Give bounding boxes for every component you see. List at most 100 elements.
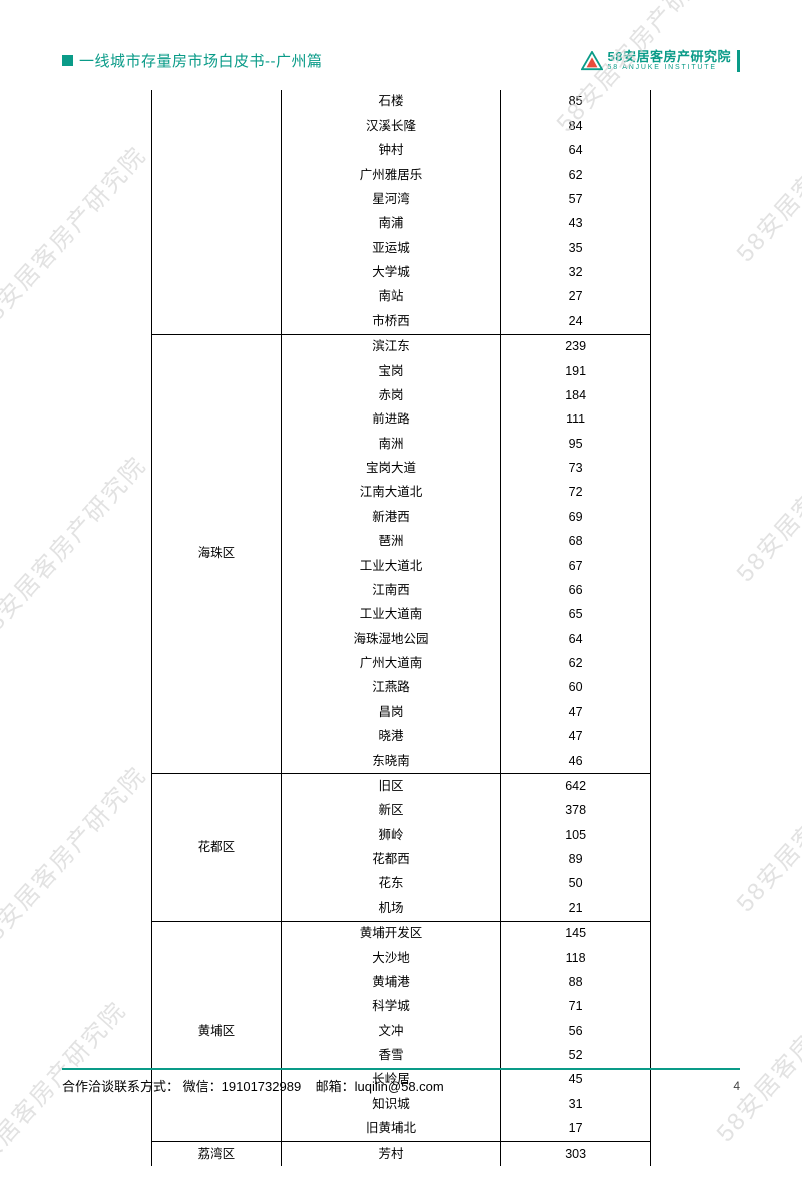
area-cell: 前进路 <box>281 408 501 432</box>
value-cell: 105 <box>501 823 651 847</box>
watermark-text: 58安居客房产研究院 <box>0 757 152 958</box>
value-cell: 64 <box>501 627 651 651</box>
email-value: luqilin@58.com <box>355 1079 444 1094</box>
value-cell: 184 <box>501 383 651 407</box>
page-footer: 合作洽谈联系方式： 微信：19101732989 邮箱：luqilin@58.c… <box>62 1068 740 1095</box>
value-cell: 24 <box>501 309 651 334</box>
footer-contact: 合作洽谈联系方式： 微信：19101732989 邮箱：luqilin@58.c… <box>62 1076 444 1095</box>
value-cell: 57 <box>501 187 651 211</box>
value-cell: 47 <box>501 725 651 749</box>
area-cell: 海珠湿地公园 <box>281 627 501 651</box>
area-cell: 星河湾 <box>281 187 501 211</box>
area-cell: 狮岭 <box>281 823 501 847</box>
table-row: 海珠区滨江东239 <box>152 334 651 359</box>
area-cell: 大学城 <box>281 261 501 285</box>
area-cell: 花东 <box>281 872 501 896</box>
area-cell: 市桥西 <box>281 309 501 334</box>
value-cell: 43 <box>501 212 651 236</box>
title-block: 一线城市存量房市场白皮书--广州篇 <box>62 50 323 71</box>
watermark-text: 58安居客房产研究院 <box>0 137 152 338</box>
value-cell: 239 <box>501 334 651 359</box>
value-cell: 52 <box>501 1044 651 1068</box>
area-cell: 南洲 <box>281 432 501 456</box>
logo-text-en: 58 ANJUKE INSTITUTE <box>608 64 731 72</box>
value-cell: 68 <box>501 530 651 554</box>
data-table: 石楼85汉溪长隆84钟村64广州雅居乐62星河湾57南浦43亚运城35大学城32… <box>151 90 651 1167</box>
area-cell: 江燕路 <box>281 676 501 700</box>
area-cell: 文冲 <box>281 1019 501 1043</box>
district-cell: 荔湾区 <box>152 1142 282 1167</box>
value-cell: 46 <box>501 749 651 774</box>
title-square-icon <box>62 55 73 66</box>
district-cell <box>152 90 282 334</box>
value-cell: 145 <box>501 921 651 946</box>
area-cell: 知识城 <box>281 1092 501 1116</box>
area-cell: 南浦 <box>281 212 501 236</box>
value-cell: 88 <box>501 970 651 994</box>
logo-text-cn: 58安居客房产研究院 <box>608 50 731 64</box>
watermark-text: 58安居客房产研究院 <box>706 947 802 1148</box>
area-cell: 江南大道北 <box>281 481 501 505</box>
value-cell: 303 <box>501 1142 651 1167</box>
value-cell: 50 <box>501 872 651 896</box>
watermark-text: 58安居客房产研究院 <box>726 67 802 268</box>
area-cell: 科学城 <box>281 995 501 1019</box>
district-cell: 海珠区 <box>152 334 282 774</box>
wechat-value: 19101732989 <box>222 1079 302 1094</box>
area-cell: 东晓南 <box>281 749 501 774</box>
value-cell: 95 <box>501 432 651 456</box>
area-cell: 新港西 <box>281 505 501 529</box>
value-cell: 67 <box>501 554 651 578</box>
value-cell: 60 <box>501 676 651 700</box>
area-cell: 广州雅居乐 <box>281 163 501 187</box>
area-cell: 机场 <box>281 896 501 921</box>
wechat-label: 微信： <box>183 1079 222 1094</box>
area-cell: 香雪 <box>281 1044 501 1068</box>
area-cell: 江南西 <box>281 578 501 602</box>
area-cell: 南站 <box>281 285 501 309</box>
area-cell: 芳村 <box>281 1142 501 1167</box>
area-cell: 花都西 <box>281 848 501 872</box>
value-cell: 47 <box>501 700 651 724</box>
value-cell: 27 <box>501 285 651 309</box>
logo-triangle-icon <box>581 51 603 71</box>
district-cell: 黄埔区 <box>152 921 282 1141</box>
value-cell: 21 <box>501 896 651 921</box>
area-cell: 昌岗 <box>281 700 501 724</box>
value-cell: 191 <box>501 359 651 383</box>
value-cell: 85 <box>501 90 651 114</box>
value-cell: 31 <box>501 1092 651 1116</box>
value-cell: 65 <box>501 603 651 627</box>
area-cell: 宝岗大道 <box>281 457 501 481</box>
value-cell: 72 <box>501 481 651 505</box>
table-row: 花都区旧区642 <box>152 774 651 799</box>
value-cell: 84 <box>501 114 651 138</box>
value-cell: 642 <box>501 774 651 799</box>
area-cell: 旧黄埔北 <box>281 1117 501 1142</box>
area-cell: 广州大道南 <box>281 652 501 676</box>
value-cell: 71 <box>501 995 651 1019</box>
district-cell: 花都区 <box>152 774 282 921</box>
table-row: 黄埔区黄埔开发区145 <box>152 921 651 946</box>
value-cell: 17 <box>501 1117 651 1142</box>
value-cell: 62 <box>501 652 651 676</box>
value-cell: 89 <box>501 848 651 872</box>
area-cell: 石楼 <box>281 90 501 114</box>
brand-logo: 58安居客房产研究院 58 ANJUKE INSTITUTE <box>581 50 731 72</box>
value-cell: 56 <box>501 1019 651 1043</box>
area-cell: 大沙地 <box>281 946 501 970</box>
page-header: 一线城市存量房市场白皮书--广州篇 58安居客房产研究院 58 ANJUKE I… <box>62 50 740 72</box>
area-cell: 汉溪长隆 <box>281 114 501 138</box>
value-cell: 111 <box>501 408 651 432</box>
value-cell: 69 <box>501 505 651 529</box>
area-cell: 工业大道北 <box>281 554 501 578</box>
value-cell: 64 <box>501 139 651 163</box>
value-cell: 66 <box>501 578 651 602</box>
area-cell: 新区 <box>281 799 501 823</box>
watermark-text: 58安居客房产研究院 <box>0 447 152 648</box>
contact-label: 合作洽谈联系方式： <box>62 1079 179 1094</box>
area-cell: 宝岗 <box>281 359 501 383</box>
area-cell: 旧区 <box>281 774 501 799</box>
page-title: 一线城市存量房市场白皮书--广州篇 <box>79 50 323 71</box>
value-cell: 118 <box>501 946 651 970</box>
